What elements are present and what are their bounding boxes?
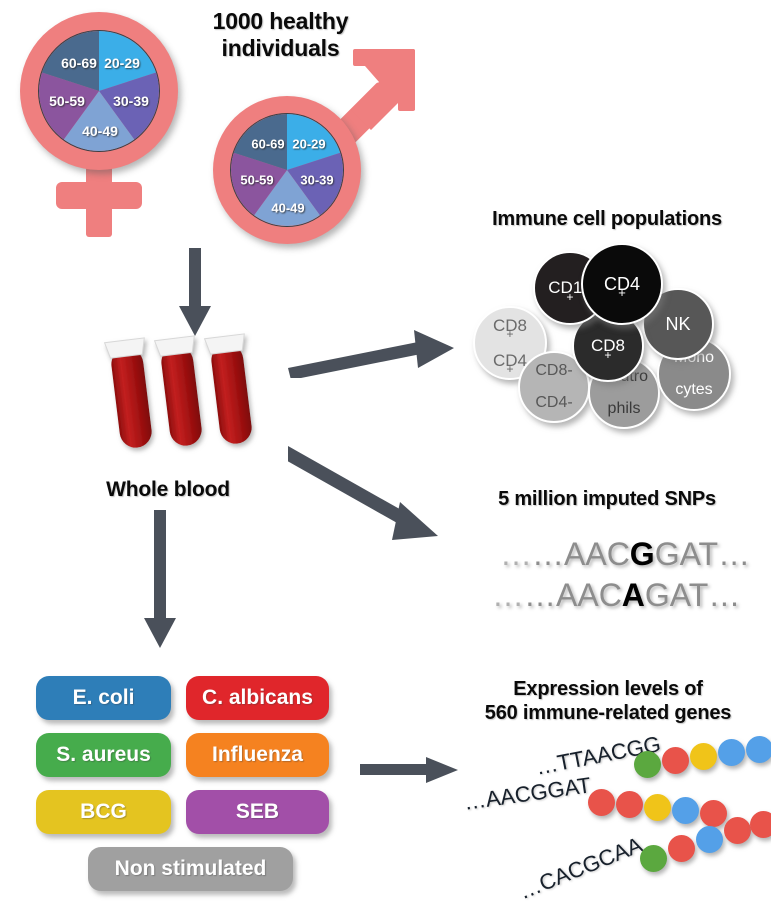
gene-bead-1-5 <box>746 736 771 763</box>
female-pie-svg <box>39 31 159 151</box>
stimulus-pill-non-stimulated[interactable]: Non stimulated <box>88 847 293 891</box>
cohort-title: 1000 healthy individuals <box>178 8 383 62</box>
snp-highlight-1: G <box>629 536 655 572</box>
stimulus-pill-bcg[interactable]: BCG <box>36 790 171 834</box>
female-age-pie: 20-29 30-39 40-49 50-59 60-69 <box>38 30 160 152</box>
gene-bead-1-3 <box>690 743 717 770</box>
cohort-title-line1: 1000 healthy <box>212 8 349 34</box>
whole-blood-label: Whole blood <box>106 478 230 501</box>
gene-bead-2-5 <box>700 800 727 827</box>
stimulus-pill-influenza[interactable]: Influenza <box>186 733 329 777</box>
immune-title: Immune cell populations <box>492 208 722 230</box>
female-slice-label-20-29: 20-29 <box>104 55 140 71</box>
female-slice-label-60-69: 60-69 <box>61 55 97 71</box>
gene-bead-3-1 <box>640 845 667 872</box>
blood-tubes-svg <box>103 333 252 448</box>
venus-crossbar-icon <box>56 182 142 209</box>
expression-title-line2: 560 immune-related genes <box>484 701 732 724</box>
gene-bead-2-2 <box>616 791 643 818</box>
whole-blood-tubes <box>98 330 278 475</box>
arrow-blood-to-snps <box>288 446 438 540</box>
female-slice-label-50-59: 50-59 <box>49 93 85 109</box>
gene-bead-1-4 <box>718 739 745 766</box>
male-slice-label-60-69: 60-69 <box>251 136 285 152</box>
stimulus-pill-seb[interactable]: SEB <box>186 790 329 834</box>
cell-label-cd4: CD4 + <box>603 273 640 301</box>
male-slice-label-20-29: 20-29 <box>292 136 326 152</box>
cell-label-cd8-cd4-dp: CD8 + CD4 + <box>492 316 527 376</box>
arrow-stimuli-to-expression <box>360 757 458 783</box>
female-slice-label-30-39: 30-39 <box>113 93 149 109</box>
snps-title: 5 million imputed SNPs <box>498 488 716 510</box>
stimulus-pill-s-aureus[interactable]: S. aureus <box>36 733 171 777</box>
male-slice-label-30-39: 30-39 <box>300 172 334 188</box>
cell-label-cd8-cd4-dn: CD8- CD4- <box>535 361 573 412</box>
gene-sequence-3: …CACGCAA <box>515 831 646 905</box>
snp-sequence-row-1: ……AACGGAT… <box>500 536 751 572</box>
expression-title-line1: Expression levels of <box>513 678 703 700</box>
stimulus-pill-c-albicans[interactable]: C. albicans <box>186 676 329 720</box>
gene-sequence-2: …AACGGAT <box>462 772 593 815</box>
female-slice-label-40-49: 40-49 <box>82 123 118 139</box>
gene-bead-1-1 <box>634 751 661 778</box>
gene-bead-2-3 <box>644 794 671 821</box>
arrow-blood-to-immune <box>288 330 454 378</box>
snp-prefix-2: …AAC <box>524 577 622 613</box>
male-symbol: 20-29 30-39 40-49 50-59 60-69 <box>205 48 420 244</box>
gene-bead-2-4 <box>672 797 699 824</box>
gene-bead-3-5 <box>750 811 771 838</box>
snp-prefix-1: …AAC <box>532 536 630 572</box>
snp-suffix-1: GAT… <box>654 536 751 572</box>
immune-cell-cd4: CD4 + <box>581 243 663 325</box>
arrow-cohort-to-blood <box>179 248 211 336</box>
gene-bead-3-2 <box>668 835 695 862</box>
female-symbol: 20-29 30-39 40-49 50-59 60-69 <box>8 12 198 237</box>
cell-label-cd8: CD8 + <box>590 336 625 362</box>
snp-suffix-2: GAT… <box>644 577 741 613</box>
immune-cell-cd8-cd4-double-positive: CD8 + CD4 + <box>473 306 547 380</box>
male-pie-svg <box>231 114 343 226</box>
male-slice-label-40-49: 40-49 <box>271 200 305 216</box>
gene-bead-3-3 <box>696 826 723 853</box>
stimulus-pill-e-coli[interactable]: E. coli <box>36 676 171 720</box>
gene-bead-1-2 <box>662 747 689 774</box>
gene-bead-3-4 <box>724 817 751 844</box>
snp-sequence-row-2: ……AACAGAT… <box>492 577 741 613</box>
male-age-pie: 20-29 30-39 40-49 50-59 60-69 <box>230 113 344 227</box>
cell-label-cd19: CD19 + <box>548 278 592 304</box>
expression-title: Expression levels of 560 immune-related … <box>450 678 766 725</box>
snp-highlight-2: A <box>621 577 645 613</box>
gene-bead-2-1 <box>588 789 615 816</box>
male-slice-label-50-59: 50-59 <box>240 172 274 188</box>
cell-label-nk: NK <box>665 313 691 334</box>
arrow-blood-to-stimuli <box>144 510 176 648</box>
cohort-title-line2: individuals <box>221 35 340 62</box>
